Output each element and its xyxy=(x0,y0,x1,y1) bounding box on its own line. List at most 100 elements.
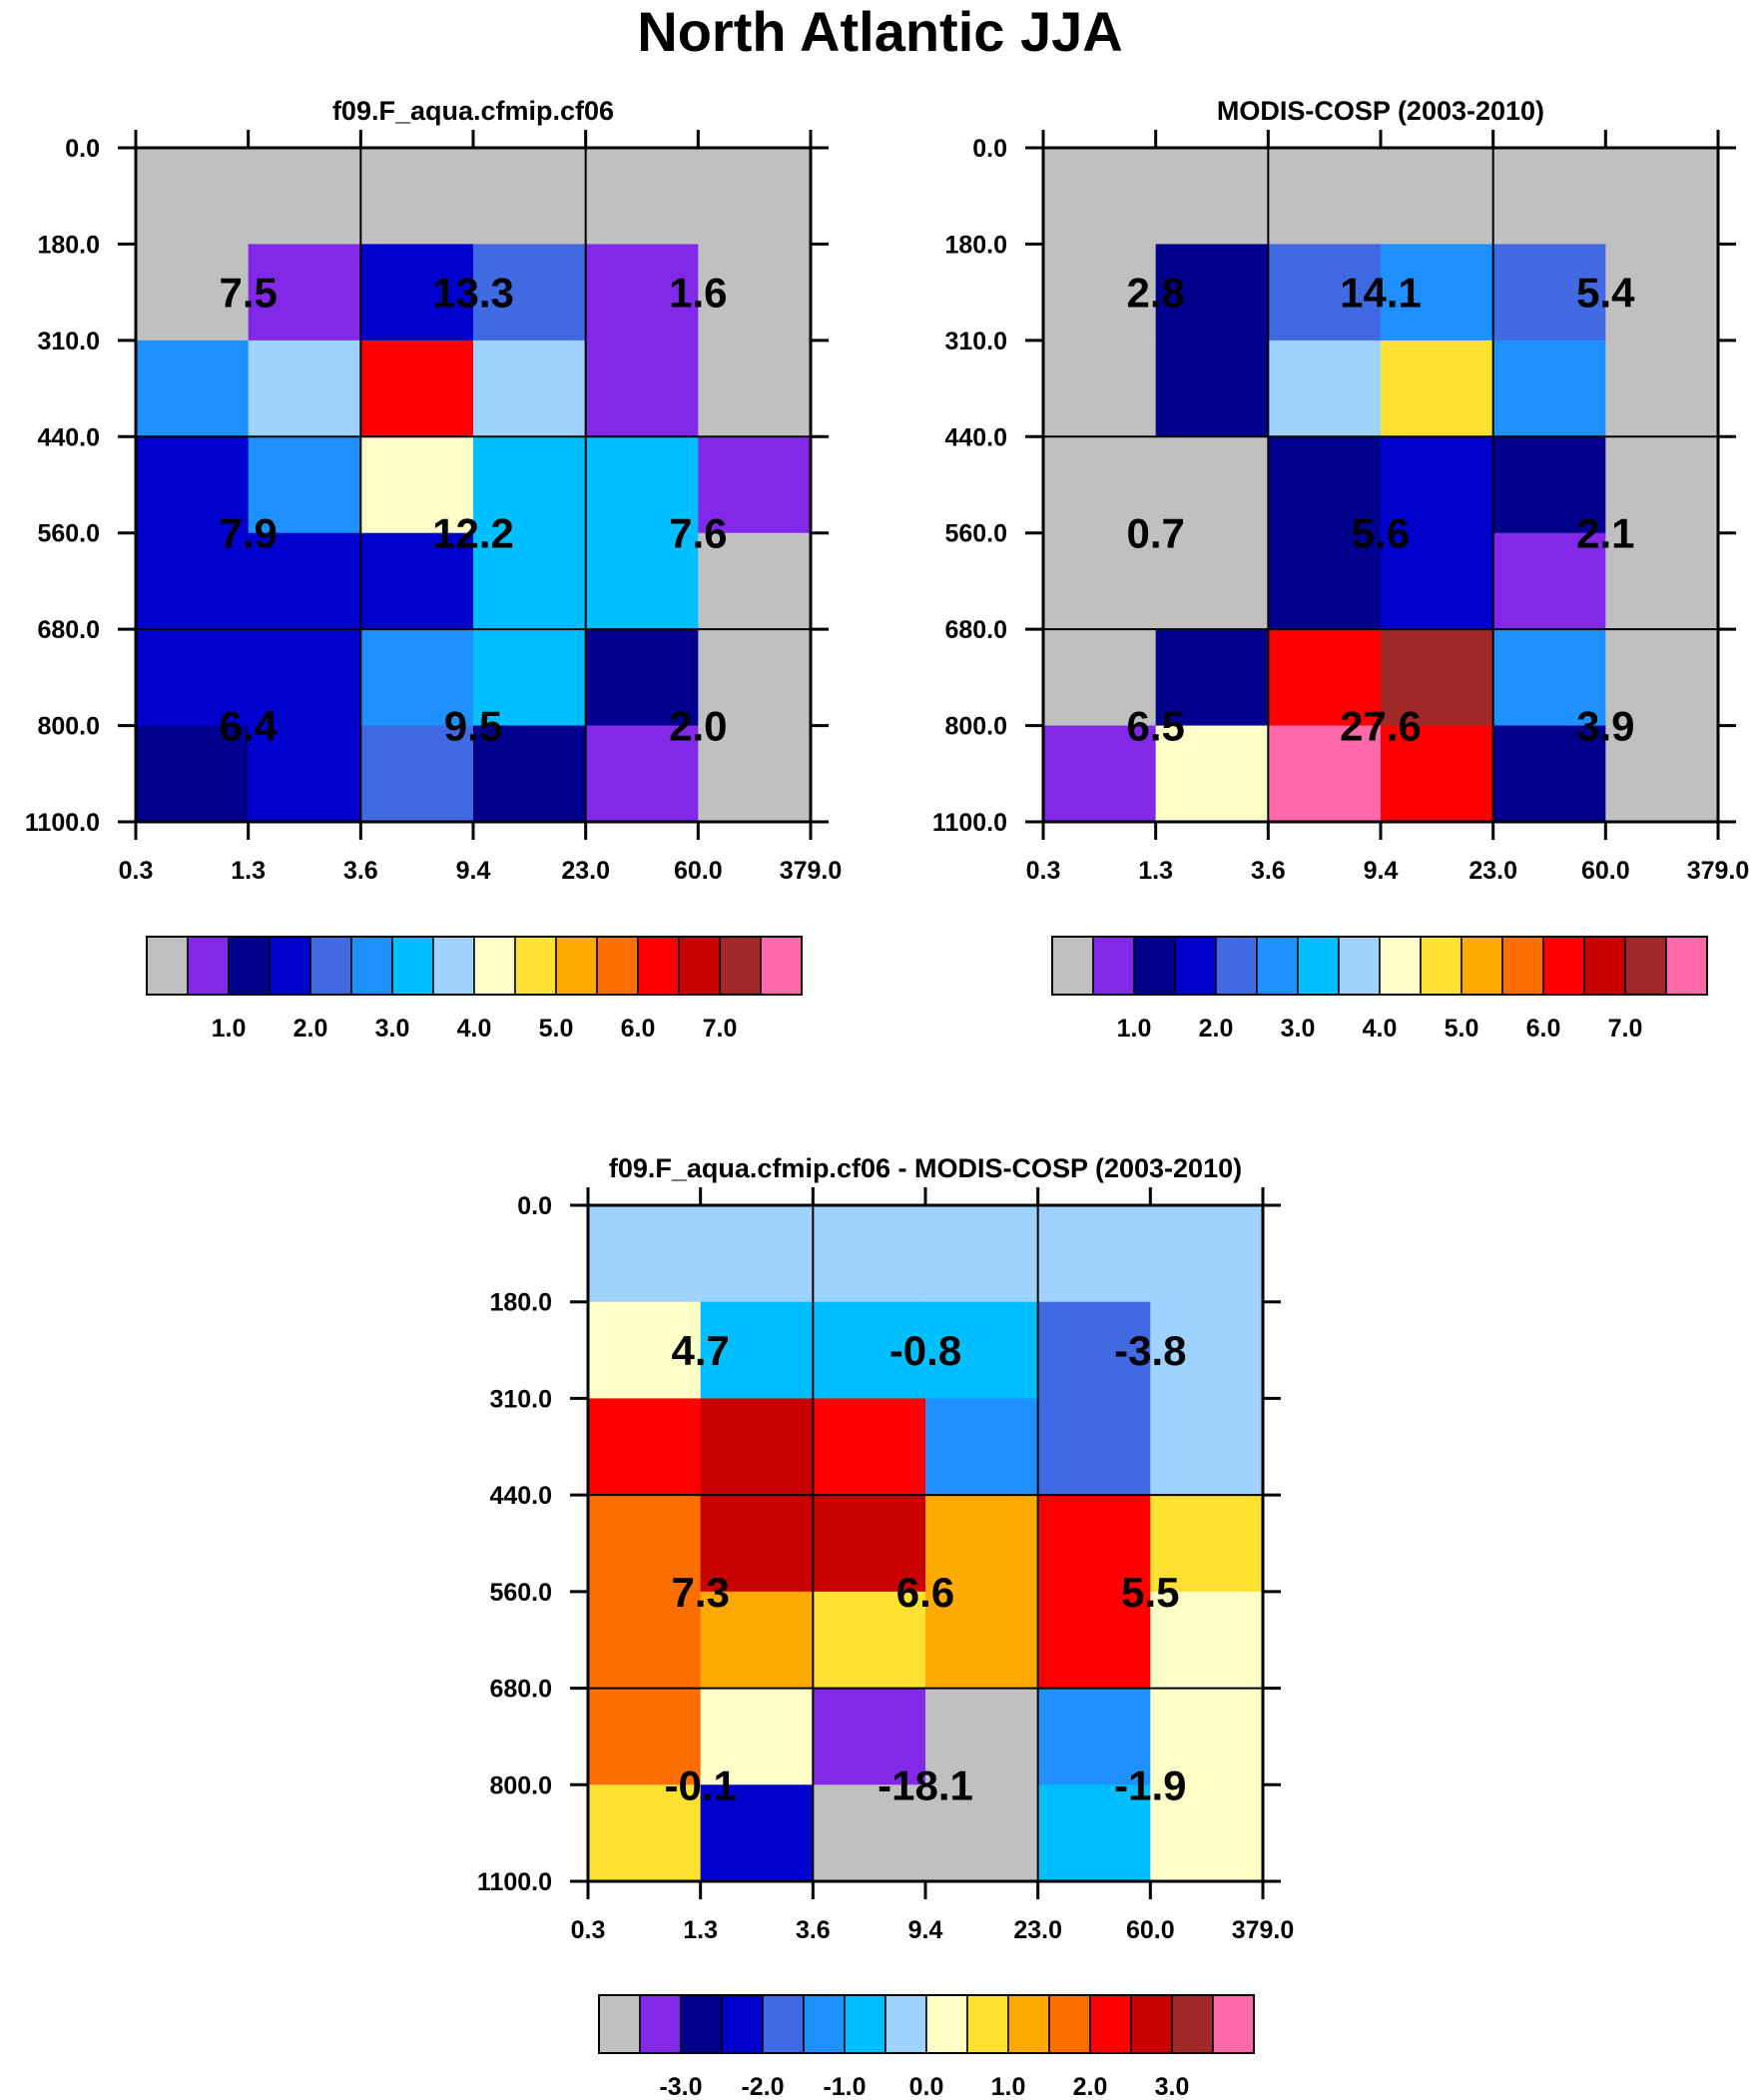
heatmap-panel-2: 0.0 180.0 310.0 440.0 560.0 680.0 800.0 1100.0 0… xyxy=(932,96,1749,1043)
colorbar-swatch xyxy=(269,936,311,996)
heatmap-cell xyxy=(1492,340,1606,437)
heatmap-cell xyxy=(700,1398,814,1496)
heatmap-cell xyxy=(136,340,250,437)
heatmap-cell xyxy=(1605,436,1719,534)
x-tick-label: 0.3 xyxy=(1026,857,1061,885)
y-tick-label: 1100.0 xyxy=(932,809,1007,837)
box-value-label: 2.1 xyxy=(1576,510,1634,557)
heatmap-cell xyxy=(1605,532,1719,630)
heatmap-cell xyxy=(585,629,699,727)
box-value-label: -18.1 xyxy=(878,1761,973,1808)
heatmap-cell xyxy=(473,436,587,534)
heatmap-cell xyxy=(588,1591,702,1690)
heatmap-panel-3: 0.0 180.0 310.0 440.0 560.0 680.0 800.0 1100.0 0… xyxy=(477,1153,1294,2100)
heatmap-cell xyxy=(1037,1688,1151,1785)
y-tick-label: 0.0 xyxy=(65,135,100,163)
colorbar-label: -2.0 xyxy=(741,2073,784,2100)
panel-title: f09.F_aqua.cfmip.cf06 xyxy=(332,96,614,126)
heatmap-cell xyxy=(1150,1591,1264,1690)
colorbar-swatch xyxy=(350,936,393,996)
heatmap-cell xyxy=(813,1495,926,1593)
y-tick-label: 1100.0 xyxy=(25,809,100,837)
heatmap-cell xyxy=(1043,340,1157,437)
heatmap-cell xyxy=(1043,725,1157,823)
y-tick-label: 310.0 xyxy=(489,1385,552,1413)
colorbar-frame xyxy=(598,1994,1255,2054)
heatmap-cell xyxy=(588,1784,702,1882)
heatmap-cell xyxy=(360,629,474,727)
colorbar-frame xyxy=(1051,936,1708,996)
heatmap-cell xyxy=(1155,725,1269,823)
x-tick-label: 23.0 xyxy=(561,857,610,885)
heatmap-cell xyxy=(360,725,474,823)
heatmap-cell xyxy=(1150,1205,1264,1303)
box-value-label: 7.9 xyxy=(219,510,277,557)
colorbar-swatch xyxy=(639,1994,682,2054)
heatmap-cell xyxy=(360,532,474,630)
colorbar-label: 3.0 xyxy=(375,1015,410,1043)
heatmap-cell xyxy=(700,1301,814,1400)
heatmap-cell xyxy=(1492,436,1606,534)
box-value-label: 5.6 xyxy=(1352,510,1410,557)
colorbar-swatch xyxy=(1297,936,1340,996)
box-value-label: 3.9 xyxy=(1576,703,1634,750)
box-value-label: 6.5 xyxy=(1126,703,1184,750)
heatmap-cell xyxy=(698,436,812,534)
colorbar-swatch xyxy=(309,936,352,996)
heatmap-cell xyxy=(588,1205,702,1303)
heatmap-cell xyxy=(1381,436,1494,534)
colorbar-swatch xyxy=(598,1994,641,2054)
x-tick-label: 3.6 xyxy=(796,1916,831,1944)
x-tick-label: 23.0 xyxy=(1013,1916,1062,1944)
heatmap-cell xyxy=(698,148,812,246)
heatmap-cell xyxy=(360,340,474,437)
heatmap-cell xyxy=(1381,532,1494,630)
heatmap-cell xyxy=(588,1688,702,1785)
box-value-label: 9.5 xyxy=(444,703,502,750)
heatmap-cell xyxy=(136,244,250,342)
heatmap-cell xyxy=(248,725,361,823)
colorbar-label: 4.0 xyxy=(457,1015,492,1043)
y-tick-label: 440.0 xyxy=(37,423,100,451)
heatmap-cell xyxy=(588,1495,702,1593)
box-value-label: 13.3 xyxy=(432,270,514,317)
heatmap-cell xyxy=(136,725,250,823)
heatmap-cell xyxy=(360,244,474,342)
y-tick-label: 560.0 xyxy=(944,520,1007,548)
heatmap-cell xyxy=(473,244,587,342)
colorbar-label: 1.0 xyxy=(1117,1015,1152,1043)
heatmap-cell xyxy=(925,1591,1039,1690)
colorbar-swatch xyxy=(1624,936,1667,996)
colorbar-swatch xyxy=(1051,936,1094,996)
colorbar-label: 2.0 xyxy=(1199,1015,1234,1043)
colorbar-swatch xyxy=(1174,936,1217,996)
heatmap-cell xyxy=(1381,148,1494,246)
heatmap-cell xyxy=(1492,148,1606,246)
page-title: North Atlantic JJA xyxy=(637,0,1123,63)
x-tick-label: 9.4 xyxy=(456,857,491,885)
heatmap-cell xyxy=(1155,532,1269,630)
box-value-label: 5.4 xyxy=(1576,270,1635,317)
colorbar-swatch xyxy=(1420,936,1463,996)
heatmap-cell xyxy=(700,1205,814,1303)
colorbar-swatch xyxy=(1256,936,1299,996)
heatmap-cell xyxy=(1043,148,1157,246)
heatmap-cell xyxy=(1268,436,1382,534)
heatmap-cell xyxy=(1492,725,1606,823)
box-value-label: 5.5 xyxy=(1121,1569,1179,1616)
colorbar-label: 2.0 xyxy=(1073,2073,1108,2100)
heatmap-cell xyxy=(136,532,250,630)
heatmap-cell xyxy=(1605,244,1719,342)
colorbar-swatch xyxy=(760,936,803,996)
colorbar-swatch xyxy=(803,1994,846,2054)
heatmap-cell xyxy=(473,340,587,437)
heatmap-cell xyxy=(585,244,699,342)
colorbar-swatch xyxy=(473,936,516,996)
heatmap-cell xyxy=(1605,725,1719,823)
colorbar-label: 7.0 xyxy=(703,1015,738,1043)
box-value-label: 7.5 xyxy=(219,270,277,317)
y-tick-label: 310.0 xyxy=(944,328,1007,355)
x-tick-label: 1.3 xyxy=(1138,857,1173,885)
y-tick-label: 0.0 xyxy=(517,1192,552,1220)
